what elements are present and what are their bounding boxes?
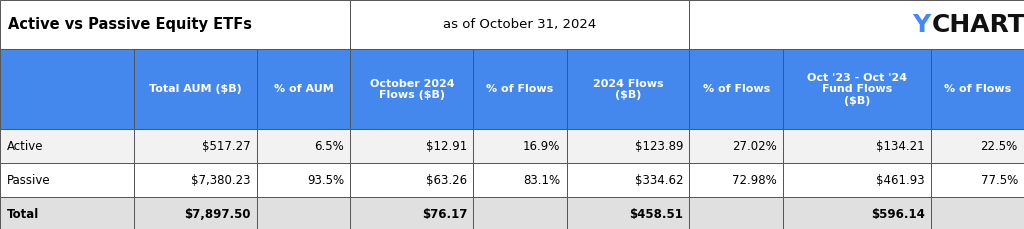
- Bar: [350, 197, 473, 229]
- Text: % of AUM: % of AUM: [273, 84, 334, 94]
- Text: Oct '23 - Oct '24
Fund Flows
($B): Oct '23 - Oct '24 Fund Flows ($B): [807, 73, 907, 106]
- Bar: [134, 129, 257, 163]
- Bar: [134, 49, 257, 129]
- Bar: [931, 163, 1024, 197]
- Text: CHARTS: CHARTS: [932, 13, 1024, 37]
- Bar: [134, 197, 257, 229]
- Bar: [782, 129, 931, 163]
- Text: as of October 31, 2024: as of October 31, 2024: [443, 18, 597, 31]
- Bar: [931, 197, 1024, 229]
- Bar: [473, 129, 566, 163]
- Bar: [257, 197, 350, 229]
- Text: $7,897.50: $7,897.50: [184, 208, 251, 221]
- Bar: [0, 129, 134, 163]
- Text: 2024 Flows
($B): 2024 Flows ($B): [593, 79, 664, 100]
- Text: Active: Active: [7, 140, 44, 153]
- Bar: [689, 197, 782, 229]
- Bar: [0, 163, 134, 197]
- Text: 72.98%: 72.98%: [732, 174, 776, 187]
- Bar: [689, 49, 782, 129]
- Bar: [473, 163, 566, 197]
- Text: 6.5%: 6.5%: [314, 140, 344, 153]
- Text: $596.14: $596.14: [870, 208, 925, 221]
- Bar: [931, 49, 1024, 129]
- Text: $63.26: $63.26: [426, 174, 467, 187]
- Text: 27.02%: 27.02%: [732, 140, 776, 153]
- Text: Passive: Passive: [7, 174, 51, 187]
- Bar: [566, 197, 689, 229]
- Bar: [257, 49, 350, 129]
- Text: % of Flows: % of Flows: [486, 84, 554, 94]
- Bar: [782, 49, 931, 129]
- Text: % of Flows: % of Flows: [944, 84, 1011, 94]
- Text: 22.5%: 22.5%: [981, 140, 1018, 153]
- Bar: [473, 49, 566, 129]
- Bar: [566, 129, 689, 163]
- Bar: [689, 0, 1024, 49]
- Text: $517.27: $517.27: [203, 140, 251, 153]
- Bar: [473, 197, 566, 229]
- Bar: [0, 0, 350, 49]
- Bar: [566, 49, 689, 129]
- Text: Total AUM ($B): Total AUM ($B): [150, 84, 242, 94]
- Bar: [0, 197, 134, 229]
- Bar: [257, 163, 350, 197]
- Text: October 2024
Flows ($B): October 2024 Flows ($B): [370, 79, 455, 100]
- Text: 93.5%: 93.5%: [307, 174, 344, 187]
- Text: $461.93: $461.93: [876, 174, 925, 187]
- Bar: [0, 49, 134, 129]
- Bar: [689, 129, 782, 163]
- Bar: [350, 49, 473, 129]
- Bar: [782, 163, 931, 197]
- Text: $334.62: $334.62: [635, 174, 683, 187]
- Text: % of Flows: % of Flows: [702, 84, 770, 94]
- Text: $12.91: $12.91: [426, 140, 467, 153]
- Bar: [257, 129, 350, 163]
- Bar: [931, 129, 1024, 163]
- Text: 16.9%: 16.9%: [523, 140, 560, 153]
- Bar: [566, 163, 689, 197]
- Text: Y: Y: [912, 13, 931, 37]
- Bar: [689, 163, 782, 197]
- Text: $7,380.23: $7,380.23: [191, 174, 251, 187]
- Bar: [350, 129, 473, 163]
- Text: $458.51: $458.51: [630, 208, 683, 221]
- Text: 77.5%: 77.5%: [981, 174, 1018, 187]
- Bar: [350, 163, 473, 197]
- Text: Active vs Passive Equity ETFs: Active vs Passive Equity ETFs: [8, 17, 252, 32]
- Bar: [134, 163, 257, 197]
- Text: $134.21: $134.21: [876, 140, 925, 153]
- Bar: [782, 197, 931, 229]
- Text: Total: Total: [7, 208, 39, 221]
- Text: 83.1%: 83.1%: [523, 174, 560, 187]
- Text: $76.17: $76.17: [422, 208, 467, 221]
- Text: $123.89: $123.89: [635, 140, 683, 153]
- Bar: [350, 0, 689, 49]
